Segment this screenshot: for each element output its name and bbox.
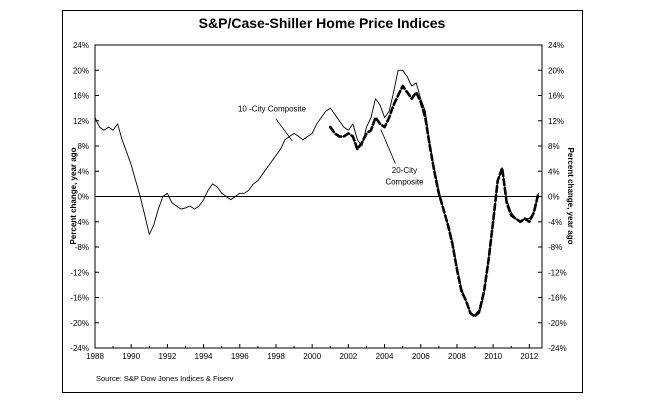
- source-note: Source: S&P Dow Jones Indices & Fiserv: [96, 374, 234, 383]
- annotations: 10 -City Composite 20-City Composite: [238, 104, 424, 186]
- y-tick-label-left: -20%: [70, 319, 89, 328]
- y-axis-label-left: Percent change, year ago: [69, 147, 78, 244]
- y-tick-label-left: -16%: [70, 294, 89, 303]
- y-tick-label-right: 16%: [548, 92, 564, 101]
- chart-frame: [62, 10, 583, 393]
- series-line-10-city: [94, 69, 539, 317]
- y-tick-label-left: -4%: [75, 218, 89, 227]
- x-tick-label: 2008: [448, 352, 466, 361]
- x-tick-label: 2004: [376, 352, 394, 361]
- x-tick-label: 1988: [86, 352, 104, 361]
- y-tick-label-left: -12%: [70, 268, 89, 277]
- chart-title: S&P/Case-Shiller Home Price Indices: [199, 15, 446, 31]
- annotation-10-city-leader: [275, 118, 293, 142]
- x-tick-label: 1992: [158, 352, 176, 361]
- annotation-20-city-line2: Composite: [385, 178, 424, 187]
- x-tick-label: 2010: [484, 352, 502, 361]
- x-tick-label: 1994: [195, 352, 213, 361]
- y-tick-label-left: 12%: [73, 117, 89, 126]
- x-tick-label: 2000: [303, 352, 321, 361]
- y-tick-label-left: -24%: [70, 344, 89, 353]
- annotation-10-city: 10 -City Composite: [238, 104, 307, 113]
- y-tick-label-right: -16%: [548, 294, 567, 303]
- y-tick-label-right: -20%: [548, 319, 567, 328]
- tick-labels: 24% 24% 20% 20% 16% 16% 12% 12% 8% 8% 4% 4% 0% 0% -4% -…: [70, 41, 566, 361]
- y-tick-label-left: 16%: [73, 92, 89, 101]
- y-tick-label-right: 24%: [548, 41, 564, 50]
- y-tick-label-right: -8%: [548, 243, 562, 252]
- y-tick-label-left: 24%: [73, 41, 89, 50]
- y-axis-label-right: Percent change, year ago: [566, 148, 575, 245]
- y-tick-label-right: -4%: [548, 218, 562, 227]
- annotation-20-city-leader: [380, 129, 396, 164]
- y-tick-label-right: 12%: [548, 117, 564, 126]
- x-tick-label: 2002: [339, 352, 357, 361]
- y-tick-label-left: 0%: [77, 193, 89, 202]
- y-tick-label-left: 20%: [73, 66, 89, 75]
- series-line-20-city: [328, 84, 540, 318]
- annotation-20-city-line1: 20-City: [392, 166, 417, 175]
- y-tick-label-right: 20%: [548, 66, 564, 75]
- y-tick-label-right: -12%: [548, 268, 567, 277]
- y-tick-label-left: 8%: [77, 142, 89, 151]
- x-tick-label: 2012: [520, 352, 538, 361]
- y-tick-label-right: 0%: [548, 193, 560, 202]
- y-tick-label-right: 8%: [548, 142, 560, 151]
- axes: [94, 44, 543, 349]
- y-tick-label-right: -24%: [548, 344, 567, 353]
- y-tick-label-right: 4%: [548, 167, 560, 176]
- y-tick-label-left: -8%: [75, 243, 89, 252]
- y-tick-label-left: 4%: [77, 167, 89, 176]
- x-tick-label: 1998: [267, 352, 285, 361]
- x-tick-label: 2006: [412, 352, 430, 361]
- series: [94, 69, 540, 318]
- x-tick-label: 1990: [122, 352, 140, 361]
- x-tick-label: 1996: [231, 352, 249, 361]
